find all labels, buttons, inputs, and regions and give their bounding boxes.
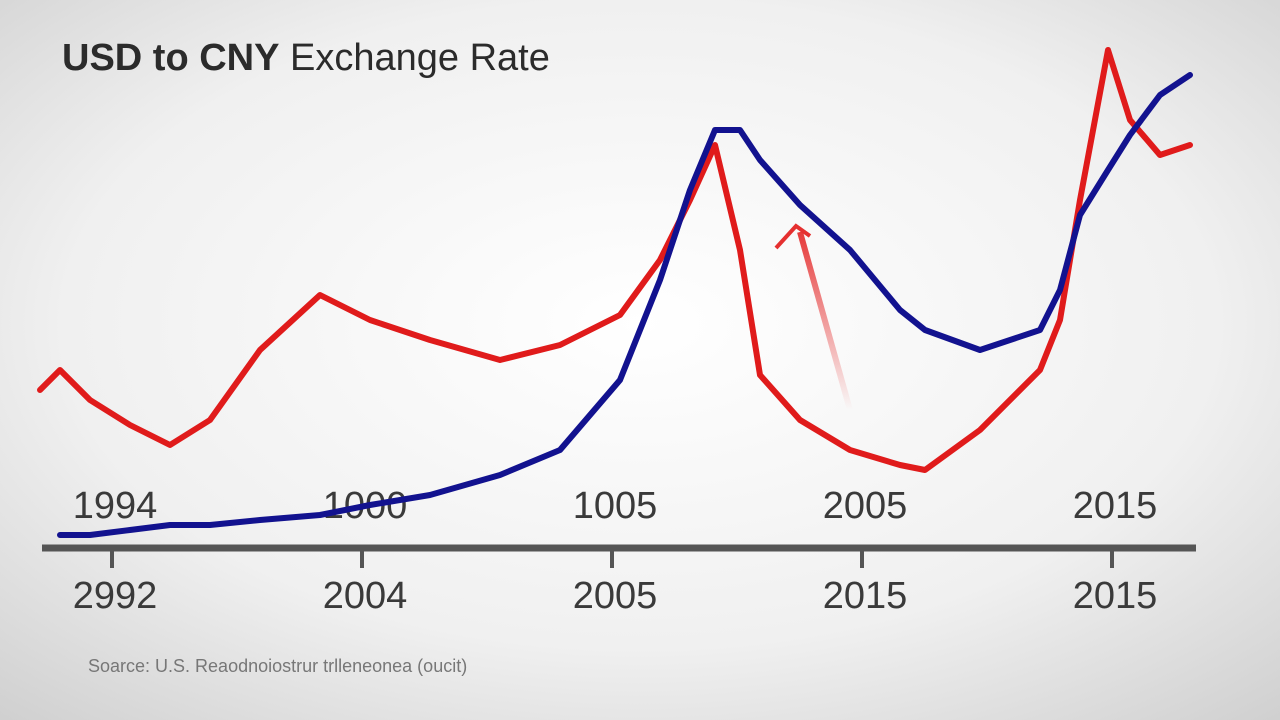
x-top-label: 2005 xyxy=(823,485,908,527)
annotation-arrow xyxy=(797,231,853,411)
x-top-label: 2015 xyxy=(1073,485,1158,527)
source-note: Soarce: U.S. Reaodnoiostrur trlleneonea … xyxy=(88,656,467,676)
x-tick-label: 2015 xyxy=(823,575,908,617)
x-top-label: 1994 xyxy=(73,485,158,527)
x-tick-label: 2992 xyxy=(73,575,158,617)
arrow-head xyxy=(774,223,812,250)
series-line xyxy=(57,72,1193,538)
x-tick-label: 2015 xyxy=(1073,575,1158,617)
chart-title: USD to CNY Exchange Rate xyxy=(62,37,550,79)
x-top-label: 1005 xyxy=(573,485,658,527)
title-bold: USD to CNY xyxy=(62,37,279,79)
x-tick-label: 2005 xyxy=(573,575,658,617)
title-rest: Exchange Rate xyxy=(290,37,550,79)
series-line xyxy=(37,47,1193,473)
x-tick-label: 2004 xyxy=(323,575,408,617)
